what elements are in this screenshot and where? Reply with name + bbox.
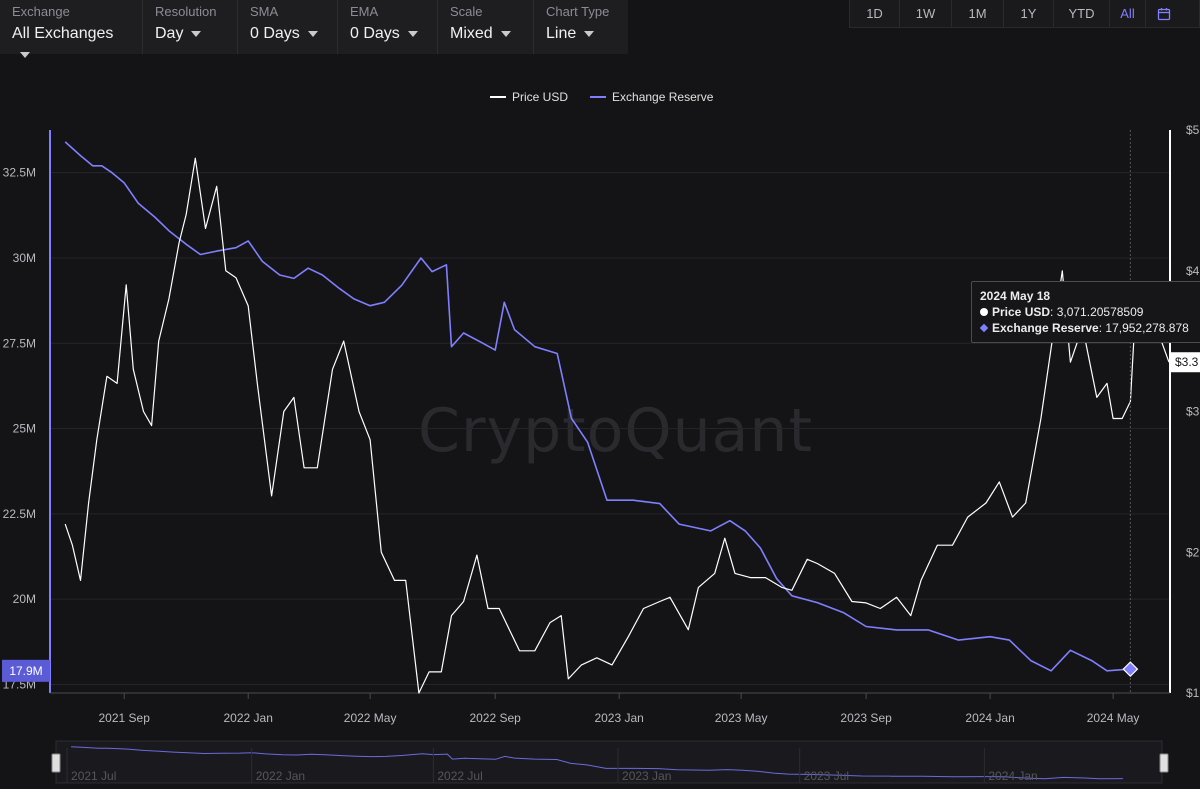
y-left-tick-label: 20M — [13, 592, 36, 606]
chart-tooltip: 2024 May 18 Price USD: 3,071.20578509 Ex… — [971, 281, 1200, 343]
reserve-marker-icon — [979, 323, 989, 333]
y-right-tick-label: $5 — [1186, 123, 1200, 137]
tooltip-date: 2024 May 18 — [980, 289, 1051, 303]
calendar-icon[interactable] — [1146, 0, 1182, 27]
y-left-tick-label: 25M — [13, 422, 36, 436]
navigator-tick-label: 2022 Jul — [437, 769, 482, 783]
navigator-tick-label: 2023 Jan — [622, 769, 671, 783]
navigator-tick-label: 2021 Jul — [71, 769, 116, 783]
control-value: 0 Days — [250, 25, 300, 42]
control-label: EMA — [350, 4, 379, 19]
chevron-down-icon — [500, 30, 511, 37]
legend-label-price: Price USD — [512, 90, 569, 104]
control-value: Mixed — [450, 25, 493, 42]
control-label: Exchange — [12, 4, 70, 19]
tooltip-reserve-value: 17,952,278.878 — [1105, 321, 1189, 335]
navigator — [55, 740, 1163, 784]
y-right-tick-label: $2 — [1186, 545, 1200, 559]
range-button-1d[interactable]: 1D — [850, 0, 900, 27]
chevron-down-icon — [307, 30, 318, 37]
chart-controls: Exchange All Exchanges Resolution Day SMA 0 D… — [0, 0, 628, 58]
control-label: Scale — [450, 4, 483, 19]
legend-swatch-reserve — [590, 96, 607, 98]
range-button-1m[interactable]: 1M — [952, 0, 1004, 27]
control-label: Resolution — [155, 4, 217, 19]
series-line-price-usd — [64, 157, 1170, 694]
range-button-all[interactable]: All — [1110, 0, 1146, 27]
control-value: All Exchanges — [12, 25, 114, 42]
navigator-handle-right[interactable] — [1159, 753, 1169, 773]
control-sma[interactable]: SMA 0 Days — [238, 0, 338, 54]
y-left-current-value: 17.9M — [9, 664, 42, 678]
y-right-tick-label: $4 — [1186, 264, 1200, 278]
range-button-ytd[interactable]: YTD — [1054, 0, 1110, 27]
navigator-series-line — [71, 746, 1123, 780]
chevron-down-icon — [20, 51, 30, 58]
chart-legend: Price USD Exchange Reserve — [490, 90, 713, 104]
range-button-1w[interactable]: 1W — [900, 0, 952, 27]
x-tick-label: 2022 Jan — [223, 711, 272, 725]
watermark: CryptoQuant — [418, 396, 813, 466]
control-exchange[interactable]: Exchange All Exchanges — [0, 0, 143, 58]
x-tick-label: 2023 Sep — [840, 711, 892, 725]
tooltip-price-row: Price USD: 3,071.20578509 — [980, 304, 1200, 320]
tooltip-price-label: Price USD — [992, 305, 1051, 319]
x-tick-label: 2022 Sep — [469, 711, 521, 725]
control-value: Day — [155, 25, 184, 42]
navigator-tick-label: 2023 Jul — [804, 769, 849, 783]
x-tick-label: 2023 Jan — [594, 711, 643, 725]
legend-item-price[interactable]: Price USD — [490, 90, 568, 104]
hover-point-reserve — [1122, 661, 1139, 678]
x-tick-label: 2021 Sep — [98, 711, 150, 725]
control-value: 0 Days — [350, 25, 400, 42]
control-resolution[interactable]: Resolution Day — [143, 0, 238, 54]
x-tick-label: 2023 May — [715, 711, 768, 725]
y-left-current-badge — [2, 659, 50, 682]
chevron-down-icon — [584, 30, 595, 37]
navigator-handle-left[interactable] — [51, 753, 61, 773]
y-left-tick-label: 22.5M — [3, 507, 36, 521]
y-left-tick-label: 32.5M — [3, 166, 36, 180]
tooltip-reserve-row: Exchange Reserve: 17,952,278.878 — [979, 320, 1200, 336]
control-scale[interactable]: Scale Mixed — [438, 0, 534, 54]
y-left-tick-label: 27.5M — [3, 336, 36, 350]
control-label: Chart Type — [546, 4, 610, 19]
price-marker-icon — [980, 308, 988, 316]
series-line-exchange-reserve — [64, 141, 1131, 672]
y-right-tick-label: $3 — [1186, 405, 1200, 419]
range-button-1y[interactable]: 1Y — [1004, 0, 1054, 27]
control-value: Line — [546, 25, 577, 42]
y-left-tick-label: 30M — [13, 251, 36, 265]
x-tick-label: 2022 May — [344, 711, 397, 725]
tooltip-price-value: 3,071.20578509 — [1056, 305, 1144, 319]
time-range-selector: 1D 1W 1M 1Y YTD All — [849, 0, 1200, 28]
control-chart-type[interactable]: Chart Type Line — [534, 0, 628, 54]
chevron-down-icon — [191, 30, 202, 37]
y-right-current-badge — [1171, 352, 1200, 373]
navigator-tick-label: 2022 Jan — [256, 769, 305, 783]
legend-swatch-price — [490, 96, 506, 98]
x-tick-label: 2024 Jan — [965, 711, 1014, 725]
legend-label-reserve: Exchange Reserve — [612, 90, 714, 104]
navigator-tick-label: 2024 Jan — [988, 769, 1037, 783]
y-right-current-value: $3.3 — [1175, 355, 1199, 369]
legend-item-reserve[interactable]: Exchange Reserve — [590, 90, 713, 104]
tooltip-reserve-label: Exchange Reserve — [992, 321, 1099, 335]
chevron-down-icon — [407, 30, 418, 37]
y-right-tick-label: $1 — [1186, 686, 1200, 700]
control-ema[interactable]: EMA 0 Days — [338, 0, 438, 54]
x-tick-label: 2024 May — [1087, 711, 1140, 725]
control-label: SMA — [250, 4, 279, 19]
